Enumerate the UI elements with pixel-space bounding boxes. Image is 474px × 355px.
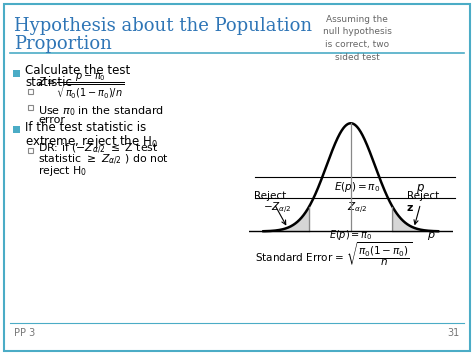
Text: PP 3: PP 3 — [14, 328, 35, 338]
Text: error: error — [38, 115, 65, 125]
Text: extreme, reject the H$_0$: extreme, reject the H$_0$ — [25, 133, 158, 150]
Text: $\mathbf{z}$: $\mathbf{z}$ — [406, 203, 414, 213]
Text: Reject: Reject — [407, 191, 439, 224]
Text: Hypothesis about the Population: Hypothesis about the Population — [14, 17, 312, 35]
Text: 31: 31 — [448, 328, 460, 338]
Text: reject H$_0$: reject H$_0$ — [38, 164, 87, 178]
Text: $-Z_{\alpha/2}$: $-Z_{\alpha/2}$ — [263, 201, 292, 215]
Text: statistic $\geq$ $Z_{\alpha/2}$ ) do not: statistic $\geq$ $Z_{\alpha/2}$ ) do not — [38, 153, 169, 167]
Text: $Z_{\alpha/2}$: $Z_{\alpha/2}$ — [347, 201, 367, 215]
Text: Use $\pi_0$ in the standard: Use $\pi_0$ in the standard — [38, 104, 164, 118]
Text: Calculate the test: Calculate the test — [25, 64, 130, 77]
Bar — [28, 148, 33, 153]
Text: p: p — [427, 230, 434, 240]
Text: DR: if ($-Z_{\alpha/2}$ $\leq$ Z test: DR: if ($-Z_{\alpha/2}$ $\leq$ Z test — [38, 142, 158, 156]
Bar — [13, 126, 20, 133]
Text: p: p — [416, 180, 424, 193]
Bar — [28, 89, 33, 94]
Bar — [13, 70, 20, 77]
Text: Standard Error = $\sqrt{\dfrac{\pi_0(1-\pi_0)}{n}}$: Standard Error = $\sqrt{\dfrac{\pi_0(1-\… — [255, 241, 412, 269]
Text: Proportion: Proportion — [14, 35, 112, 53]
Text: Reject: Reject — [254, 191, 286, 225]
Text: $Z \cong \dfrac{p - \pi_0}{\sqrt{\pi_0(1-\pi_0)/n}}$: $Z \cong \dfrac{p - \pi_0}{\sqrt{\pi_0(1… — [38, 71, 125, 100]
Bar — [28, 105, 33, 110]
Text: statistic: statistic — [25, 76, 72, 89]
Text: $E(p) = \pi_0$: $E(p) = \pi_0$ — [334, 180, 380, 194]
Text: Assuming the
null hypothesis
is correct, two
sided test: Assuming the null hypothesis is correct,… — [323, 15, 392, 61]
Text: If the test statistic is: If the test statistic is — [25, 121, 146, 134]
Text: $E(p) = \pi_0$: $E(p) = \pi_0$ — [329, 228, 373, 242]
